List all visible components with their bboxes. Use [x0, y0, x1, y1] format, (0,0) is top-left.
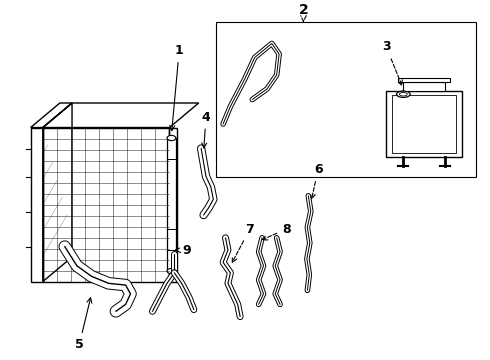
Text: 4: 4 — [202, 111, 210, 148]
Bar — [392, 95, 456, 153]
Text: 6: 6 — [310, 163, 322, 199]
Text: 8: 8 — [262, 222, 291, 240]
Bar — [398, 78, 450, 82]
Ellipse shape — [399, 93, 407, 96]
Text: 9: 9 — [175, 244, 191, 257]
Text: 1: 1 — [170, 44, 184, 131]
Text: 3: 3 — [382, 40, 402, 85]
Ellipse shape — [167, 135, 176, 141]
Ellipse shape — [167, 269, 176, 274]
Text: 5: 5 — [75, 298, 92, 351]
Bar — [216, 22, 476, 176]
Bar — [167, 138, 176, 271]
Bar — [386, 91, 462, 157]
Text: 7: 7 — [232, 222, 254, 262]
Text: 2: 2 — [298, 3, 308, 17]
Ellipse shape — [396, 91, 410, 98]
Bar — [403, 82, 445, 91]
